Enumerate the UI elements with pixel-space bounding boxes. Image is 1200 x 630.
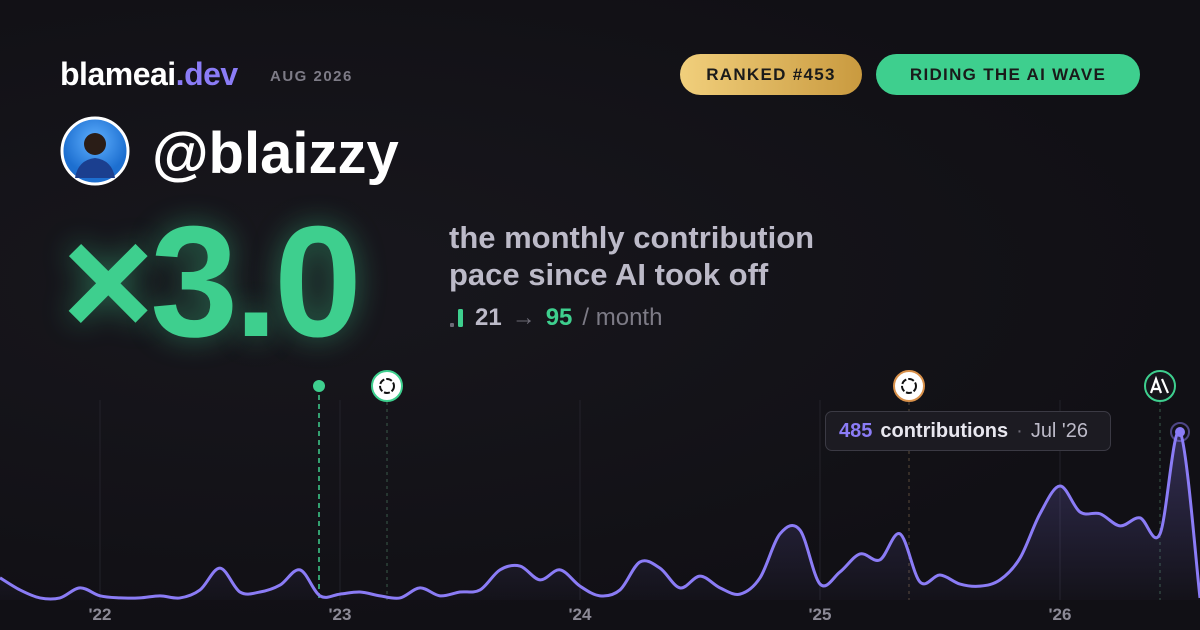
line: [0, 429, 1200, 601]
openai-icon: [371, 370, 403, 402]
x-tick-label: '26: [1049, 605, 1072, 624]
event-dot: [313, 380, 325, 392]
event-markers: [313, 370, 1176, 600]
brand: blameai.dev: [60, 56, 238, 93]
area: [0, 431, 1200, 600]
tooltip-value: 485: [839, 419, 873, 442]
x-tick-label: '25: [809, 605, 832, 624]
pace: 21 → 95 / month: [449, 304, 662, 332]
rank-badge: RANKED #453: [680, 54, 862, 95]
pace-to: 95: [545, 304, 573, 331]
avatar: [60, 116, 130, 186]
period: AUG 2026: [270, 68, 353, 85]
tooltip: 485 contributions · Jul '26: [825, 411, 1111, 451]
peak-dot: [1175, 427, 1185, 437]
handle: @blaizzy: [152, 121, 399, 186]
status-badge: RIDING THE AI WAVE: [876, 54, 1140, 95]
anthropic-icon: [1144, 370, 1176, 402]
description: the monthly contribution: [449, 220, 815, 255]
tooltip-separator: ·: [1016, 419, 1023, 442]
x-tick-label: '22: [89, 605, 112, 624]
x-tick-label: '24: [569, 605, 592, 624]
brand-tld: .dev: [175, 56, 239, 92]
multiplier: ×3.0: [62, 194, 362, 370]
openai-icon: [893, 370, 925, 402]
pace-arrow: →: [511, 304, 536, 331]
pace-bars: [450, 309, 463, 327]
pace-bar: [450, 323, 454, 327]
description: pace since AI took off: [449, 257, 769, 292]
pace-bar: [458, 309, 463, 327]
peak-halo: [1170, 422, 1190, 442]
pace-unit: / month: [582, 304, 663, 331]
pace-from: 21: [475, 304, 502, 331]
tooltip-label: contributions: [880, 419, 1009, 442]
x-tick-label: '23: [329, 605, 352, 624]
tooltip-date: Jul '26: [1030, 419, 1088, 442]
brand-name: blameai: [60, 56, 176, 92]
